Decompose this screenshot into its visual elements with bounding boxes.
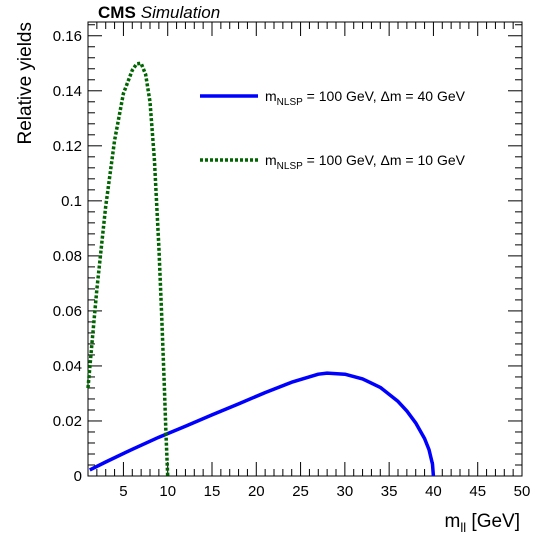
y-tick-label: 0.08 <box>53 248 82 265</box>
series-dm10-line <box>86 61 170 477</box>
y-tick-label: 0.06 <box>53 303 82 320</box>
y-tick-label: 0.14 <box>53 83 82 100</box>
legend-label-dm10: mNLSP = 100 GeV, Δm = 10 GeV <box>265 152 466 172</box>
x-tick-label: 10 <box>159 483 176 500</box>
x-tick-label: 45 <box>469 483 486 500</box>
x-tick-label: 40 <box>425 483 442 500</box>
legend: mNLSP = 100 GeV, Δm = 40 GeV mNLSP = 100… <box>200 88 466 172</box>
series-group <box>86 61 436 477</box>
y-tick-label: 0.02 <box>53 413 82 430</box>
y-tick-label: 0.04 <box>53 358 82 375</box>
x-tick-label: 15 <box>204 483 221 500</box>
legend-label-dm40: mNLSP = 100 GeV, Δm = 40 GeV <box>265 88 466 108</box>
y-tick-label: 0 <box>74 468 82 485</box>
series-dm40-line <box>89 371 436 477</box>
x-tick-label: 35 <box>381 483 398 500</box>
x-tick-label: 50 <box>514 483 531 500</box>
y-tick-label: 0.16 <box>53 28 82 45</box>
x-tick-label: 30 <box>337 483 354 500</box>
x-tick-label: 5 <box>119 483 127 500</box>
x-tick-label: 20 <box>248 483 265 500</box>
x-tick-label: 25 <box>292 483 309 500</box>
y-axis-label: Relative yields <box>15 22 36 145</box>
y-tick-label: 0.12 <box>53 138 82 155</box>
x-axis-label: mll [GeV] <box>445 511 520 535</box>
y-tick-label: 0.1 <box>61 193 82 210</box>
axis-ticks: 5 10 15 20 25 30 35 40 45 50 0 0.02 0.04 0.06 0.08 0.1 0… <box>53 22 531 500</box>
cms-label: CMS Simulation <box>98 3 220 22</box>
plot-frame <box>87 21 523 477</box>
